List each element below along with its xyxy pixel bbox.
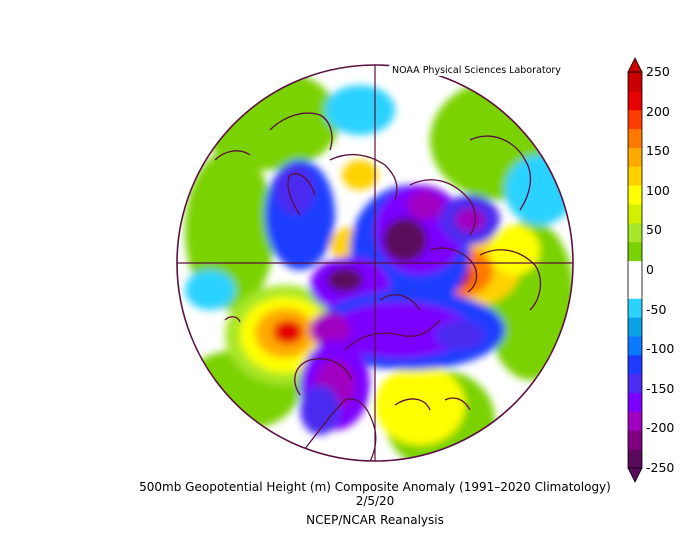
colorbar-segment <box>628 222 642 243</box>
map-title: 500mb Geopotential Height (m) Composite … <box>139 480 611 494</box>
colorbar-segment <box>628 317 642 337</box>
anomaly-field <box>177 65 573 461</box>
colorbar-segment <box>628 449 642 469</box>
colorbar-segment <box>628 354 642 375</box>
colorbar-segment <box>628 109 642 130</box>
colorbar-tick-label: 0 <box>646 262 654 277</box>
colorbar-segment <box>628 373 642 394</box>
colorbar-segment <box>628 260 642 280</box>
colorbar-segment <box>628 241 642 262</box>
colorbar-segment <box>628 430 642 450</box>
data-source: NCEP/NCAR Reanalysis <box>306 513 444 527</box>
colorbar-segment <box>628 185 642 205</box>
colorbar-tick-label: -250 <box>646 460 675 475</box>
colorbar-tick-label: 100 <box>646 182 670 198</box>
colorbar-segment <box>628 411 642 431</box>
colorbar-arrow-down-icon <box>627 467 643 483</box>
colorbar-segment <box>628 204 642 224</box>
colorbar-tick-label: -100 <box>646 341 675 357</box>
colorbar-segment <box>628 128 642 148</box>
colorbar-segment <box>628 392 642 412</box>
colorbar-tick-label: -50 <box>646 301 667 317</box>
colorbar-arrow-up-icon <box>627 57 643 73</box>
map-date: 2/5/20 <box>355 494 395 508</box>
colorbar-segment <box>628 279 642 299</box>
colorbar <box>627 57 643 483</box>
map-boundary <box>176 64 574 462</box>
colorbar-segment <box>628 298 642 318</box>
colorbar-tick-label: 150 <box>646 143 670 159</box>
colorbar-tick-label: 200 <box>646 103 670 119</box>
colorbar-segment <box>628 336 642 356</box>
coastlines <box>214 112 542 461</box>
credit-label: NOAA Physical Sciences Laboratory <box>389 65 564 76</box>
colorbar-segment <box>628 90 642 111</box>
colorbar-tick-label: -200 <box>646 420 675 436</box>
colorbar-segment <box>628 72 642 92</box>
colorbar-tick-label: -150 <box>646 380 675 396</box>
colorbar-tick-label: 50 <box>646 222 662 238</box>
colorbar-segment <box>628 166 642 186</box>
colorbar-tick-label: 250 <box>646 64 670 79</box>
colorbar-segment <box>628 147 642 167</box>
